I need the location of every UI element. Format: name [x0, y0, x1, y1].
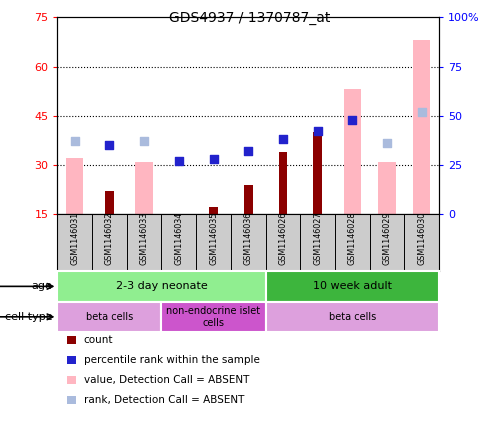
Bar: [413, 40, 431, 214]
Text: cell type: cell type: [5, 312, 52, 322]
Bar: [278, 152, 287, 214]
Bar: [57, 302, 162, 332]
Bar: [170, 214, 188, 221]
Bar: [105, 191, 114, 214]
Text: non-endocrine islet
cells: non-endocrine islet cells: [167, 306, 260, 328]
Point: [418, 108, 426, 115]
Bar: [66, 158, 83, 214]
Point: [383, 140, 391, 147]
Point: [314, 128, 322, 135]
Bar: [313, 132, 322, 214]
Bar: [57, 271, 265, 302]
Bar: [265, 271, 439, 302]
Point: [348, 116, 356, 123]
Point: [105, 142, 113, 148]
Bar: [344, 90, 361, 214]
Point: [244, 148, 252, 154]
Text: beta cells: beta cells: [86, 312, 133, 322]
Text: 10 week adult: 10 week adult: [313, 281, 392, 291]
Point: [210, 156, 218, 162]
Text: rank, Detection Call = ABSENT: rank, Detection Call = ABSENT: [84, 395, 244, 405]
Point: [175, 157, 183, 164]
Bar: [265, 302, 439, 332]
Bar: [209, 208, 218, 214]
Text: beta cells: beta cells: [329, 312, 376, 322]
Point: [279, 136, 287, 143]
Point: [140, 138, 148, 145]
Text: count: count: [84, 335, 113, 345]
Bar: [162, 302, 265, 332]
Text: 2-3 day neonate: 2-3 day neonate: [116, 281, 208, 291]
Text: percentile rank within the sample: percentile rank within the sample: [84, 355, 259, 365]
Bar: [135, 162, 153, 214]
Text: age: age: [31, 281, 52, 291]
Point: [71, 138, 79, 145]
Bar: [244, 184, 252, 214]
Text: GDS4937 / 1370787_at: GDS4937 / 1370787_at: [169, 11, 330, 25]
Text: value, Detection Call = ABSENT: value, Detection Call = ABSENT: [84, 375, 249, 385]
Bar: [378, 162, 396, 214]
